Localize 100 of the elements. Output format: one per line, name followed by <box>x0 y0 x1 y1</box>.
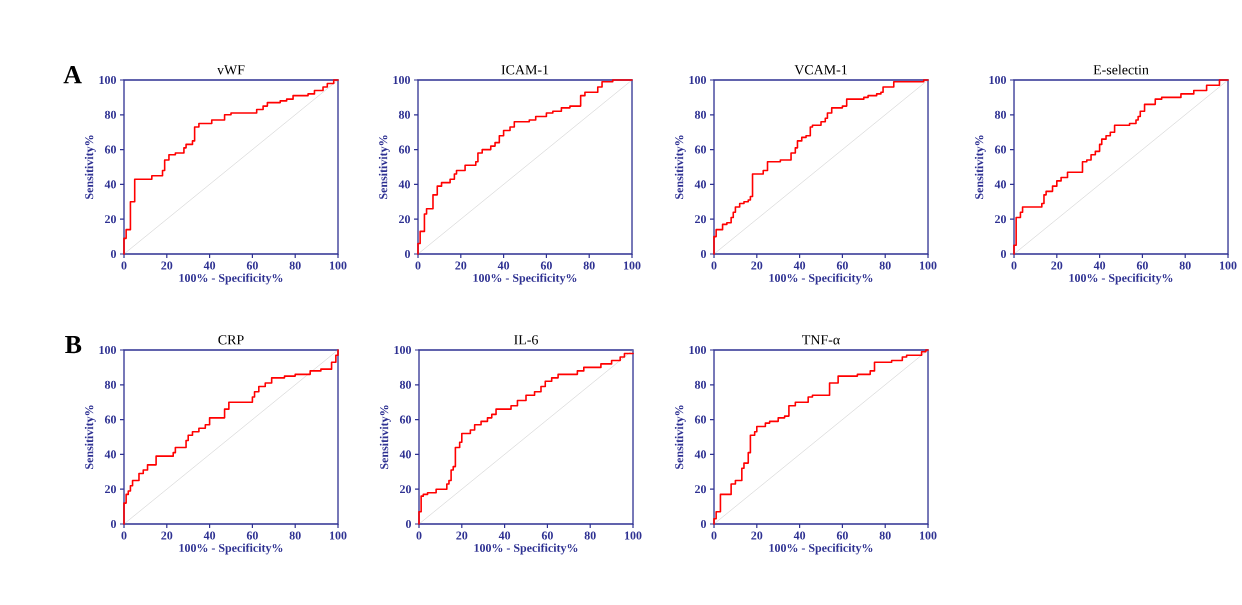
y-tick-label: 100 <box>393 75 411 85</box>
y-axis-title: Sensitivity% <box>84 405 96 469</box>
line-series <box>417 79 633 255</box>
y-tick-label: 80 <box>104 110 117 119</box>
x-tick-label: 20 <box>161 531 173 540</box>
x-tick-label: 40 <box>203 261 216 270</box>
text: A <box>63 66 82 84</box>
y-tick-label: 100 <box>989 75 1007 85</box>
y-tick-label: 0 <box>700 519 707 529</box>
y-axis-title: Sensitivity% <box>378 135 390 199</box>
x-tick-label: 0 <box>1011 261 1017 270</box>
y-tick-label: 80 <box>694 380 707 389</box>
x-tick-label: 60 <box>836 531 848 540</box>
y-tick-label: 40 <box>104 450 117 459</box>
x-tick-label: 20 <box>161 261 173 270</box>
x-tick-label: 60 <box>836 261 848 270</box>
x-axis-title: 100% - Specificity% <box>474 543 578 555</box>
x-tick-label: 100 <box>920 531 937 540</box>
y-axis-title: Sensitivity% <box>379 405 391 469</box>
y-tick-label: 40 <box>694 450 707 459</box>
x-tick-label: 100 <box>329 531 347 540</box>
y-axis-title: Sensitivity% <box>84 135 96 199</box>
x-tick-label: 100 <box>920 261 937 270</box>
y-axis-title: Sensitivity% <box>974 135 986 199</box>
x-tick-label: 60 <box>541 531 553 540</box>
x-tick-label: 80 <box>879 531 891 540</box>
line-series <box>713 349 929 525</box>
y-tick-label: 20 <box>695 215 707 224</box>
y-tick-label: 20 <box>399 215 411 224</box>
x-tick-label: 0 <box>121 531 127 540</box>
line-series <box>123 79 339 255</box>
x-tick-label: 100 <box>329 261 347 270</box>
y-tick-label: 60 <box>398 145 411 154</box>
chart-title: E-selectin <box>1093 64 1149 75</box>
x-tick-label: 40 <box>498 531 511 540</box>
x-tick-label: 40 <box>203 531 216 540</box>
x-tick-label: 0 <box>415 261 421 270</box>
y-tick-label: 60 <box>399 415 412 424</box>
y-tick-label: 0 <box>110 519 117 529</box>
line-series <box>123 349 339 525</box>
y-tick-label: 0 <box>404 249 411 259</box>
y-tick-label: 0 <box>700 249 707 259</box>
x-tick-label: 60 <box>246 261 258 270</box>
x-tick-label: 20 <box>455 261 467 270</box>
x-axis-title: 100% - Specificity% <box>473 273 577 285</box>
y-tick-label: 80 <box>398 110 411 119</box>
x-tick-label: 60 <box>246 531 258 540</box>
y-tick-label: 0 <box>405 519 412 529</box>
y-tick-label: 40 <box>104 180 117 189</box>
y-tick-label: 20 <box>105 215 117 224</box>
chart-title: IL-6 <box>514 335 538 345</box>
x-tick-label: 20 <box>456 531 468 540</box>
x-tick-label: 100 <box>623 261 641 270</box>
y-tick-label: 40 <box>398 180 411 189</box>
x-axis-title: 100% - Specificity% <box>769 273 873 285</box>
y-tick-label: 80 <box>104 380 117 389</box>
x-tick-label: 20 <box>751 531 763 540</box>
y-tick-label: 80 <box>994 110 1007 119</box>
x-axis-title: 100% - Specificity% <box>179 273 283 285</box>
y-axis-title: Sensitivity% <box>674 405 686 469</box>
y-tick-label: 40 <box>399 450 412 459</box>
x-tick-label: 80 <box>289 531 301 540</box>
x-tick-label: 0 <box>711 261 717 270</box>
y-tick-label: 100 <box>99 75 117 85</box>
x-tick-label: 80 <box>583 261 595 270</box>
y-tick-label: 100 <box>99 345 117 355</box>
chart-title: vWF <box>217 65 245 75</box>
x-tick-label: 40 <box>793 261 806 270</box>
y-tick-label: 100 <box>394 345 412 355</box>
x-tick-label: 60 <box>1136 261 1148 270</box>
y-tick-label: 60 <box>694 415 707 424</box>
y-tick-label: 100 <box>689 75 707 85</box>
x-tick-label: 20 <box>751 261 763 270</box>
x-tick-label: 40 <box>793 531 806 540</box>
y-tick-label: 40 <box>994 180 1007 189</box>
line-series <box>713 79 929 255</box>
x-tick-label: 0 <box>121 261 127 270</box>
y-tick-label: 60 <box>994 145 1007 154</box>
chart-title: CRP <box>218 335 244 345</box>
line-series <box>1013 79 1229 255</box>
x-axis-title: 100% - Specificity% <box>769 543 873 555</box>
x-axis-title: 100% - Specificity% <box>179 543 283 555</box>
x-tick-label: 0 <box>711 531 717 540</box>
text: B <box>65 336 82 354</box>
y-axis-title: Sensitivity% <box>674 135 686 199</box>
x-tick-label: 80 <box>879 261 891 270</box>
x-tick-label: 60 <box>540 261 552 270</box>
x-tick-label: 100 <box>1220 261 1237 270</box>
x-tick-label: 100 <box>624 531 642 540</box>
y-tick-label: 60 <box>104 415 117 424</box>
x-tick-label: 40 <box>497 261 510 270</box>
y-tick-label: 80 <box>399 380 412 389</box>
chart-title: VCAM-1 <box>794 65 847 75</box>
y-tick-label: 60 <box>694 145 707 154</box>
chart-title: TNF-α <box>802 335 840 345</box>
x-tick-label: 0 <box>416 531 422 540</box>
y-tick-label: 20 <box>995 215 1007 224</box>
y-tick-label: 40 <box>694 180 707 189</box>
y-tick-label: 20 <box>400 485 412 494</box>
y-tick-label: 100 <box>689 345 707 355</box>
